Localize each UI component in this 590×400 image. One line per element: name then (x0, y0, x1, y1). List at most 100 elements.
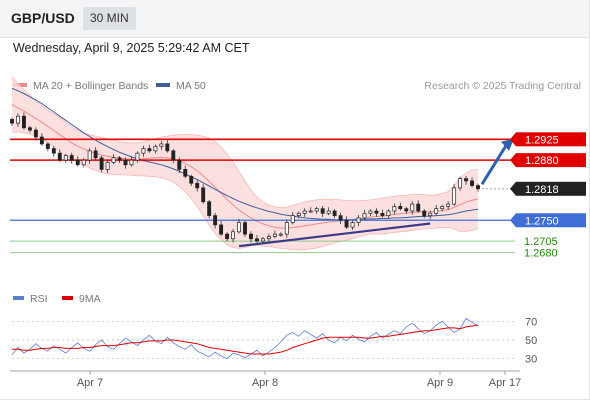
target-level-label: 1.2705 (524, 236, 558, 248)
candle-body (308, 210, 313, 213)
candle-body (75, 159, 80, 166)
candle-body (422, 210, 427, 216)
candle-body (440, 206, 445, 210)
candle-body (129, 159, 134, 166)
candle-body (81, 159, 86, 166)
timeframe-button[interactable]: 30 MIN (83, 7, 136, 30)
rsi-9ma-line (12, 324, 479, 355)
candle-body (189, 175, 194, 184)
candle-body (338, 215, 343, 221)
candle-body (368, 210, 373, 214)
ma50-line (11, 87, 479, 221)
candle-body (410, 203, 415, 212)
legend-rsi-label: RSI (30, 293, 48, 305)
rsi-tick-label: 50 (525, 335, 537, 347)
candle-body (314, 208, 319, 212)
legend-9ma: 9MA (62, 293, 101, 305)
x-tick-label: Apr 7 (77, 377, 103, 389)
resistance-label-pointer (510, 153, 516, 168)
rsi-tick-label: 70 (525, 316, 537, 328)
bollinger-band-area (12, 76, 478, 250)
candle-body (93, 150, 98, 159)
candle-body (16, 115, 20, 124)
candle-body (225, 233, 230, 240)
candle-body (33, 129, 38, 138)
candle-body (147, 148, 152, 152)
candle-body (99, 157, 104, 170)
candle-body (87, 150, 92, 161)
x-tick-label: Apr 9 (427, 377, 453, 389)
forecast-arrow-head (501, 138, 514, 151)
candle-body (195, 182, 200, 189)
candle-body (470, 180, 474, 186)
candle-body (344, 219, 349, 228)
candle-body (476, 185, 480, 190)
bollinger-lower-line (11, 131, 479, 251)
candle-body (350, 222, 355, 228)
candle-body (278, 233, 283, 236)
chart-header: GBP/USD 30 MIN (0, 0, 590, 38)
candle-body (21, 115, 26, 129)
support-level-label: 1.2750 (525, 215, 559, 227)
legend-ma20-label: MA 20 + Bollinger Bands (33, 80, 149, 92)
legend-rsi: RSI (13, 293, 48, 305)
candle-body (392, 206, 397, 212)
candle-body (105, 162, 110, 170)
resistance-label-pointer (510, 132, 516, 147)
candle-body (159, 143, 164, 147)
candle-body (39, 136, 44, 145)
candle-body (302, 210, 307, 214)
candle-body (141, 148, 146, 154)
candle-body (260, 238, 265, 242)
candle-body (428, 212, 433, 216)
ma50-swatch (156, 83, 170, 88)
candle-body (123, 159, 128, 166)
bollinger-upper-line (11, 76, 479, 209)
candle-body (284, 222, 289, 235)
candle-body (213, 215, 218, 226)
candle-body (380, 212, 385, 216)
candle-body (111, 157, 116, 163)
candle-body (356, 217, 361, 223)
candle-body (332, 210, 337, 216)
candle-body (272, 233, 277, 237)
target-level-label: 1.2680 (524, 248, 558, 260)
candle-body (446, 203, 451, 207)
candle-body (10, 119, 14, 124)
candle-body (45, 143, 50, 149)
x-tick-label: Apr 8 (252, 377, 278, 389)
support-label-pointer (510, 213, 516, 228)
candle-body (207, 201, 212, 216)
candle-body (51, 148, 56, 154)
candle-body (135, 152, 140, 161)
rsi-swatch (13, 296, 24, 301)
candle-body (183, 169, 188, 177)
candle-body (237, 222, 241, 233)
timestamp: Wednesday, April 9, 2025 5:29:42 AM CET (13, 41, 250, 55)
candle-body (171, 150, 176, 161)
candle-body (362, 212, 367, 219)
candle-body (320, 208, 325, 214)
legend-9ma-label: 9MA (79, 293, 101, 305)
resistance-level-label: 1.2925 (525, 134, 559, 146)
last-label-pointer (510, 181, 516, 196)
resistance-level-label: 1.2880 (525, 155, 559, 167)
candle-body (254, 238, 259, 242)
candle-body (458, 178, 463, 189)
rsi-tick-label: 30 (525, 354, 537, 366)
candle-body (266, 236, 271, 240)
candle-body (63, 155, 68, 161)
candle-body (165, 143, 170, 152)
candle-body (386, 210, 391, 216)
candle-body (57, 152, 62, 161)
candle-body (452, 187, 457, 205)
candle-body (201, 187, 206, 203)
support-trendline (238, 222, 431, 248)
9ma-swatch (62, 296, 73, 301)
legend-ma50-label: MA 50 (176, 80, 206, 92)
candle-body (374, 210, 379, 214)
candle-body (296, 212, 301, 216)
candle-body (416, 203, 421, 212)
x-tick-label: Apr 17 (489, 377, 521, 389)
